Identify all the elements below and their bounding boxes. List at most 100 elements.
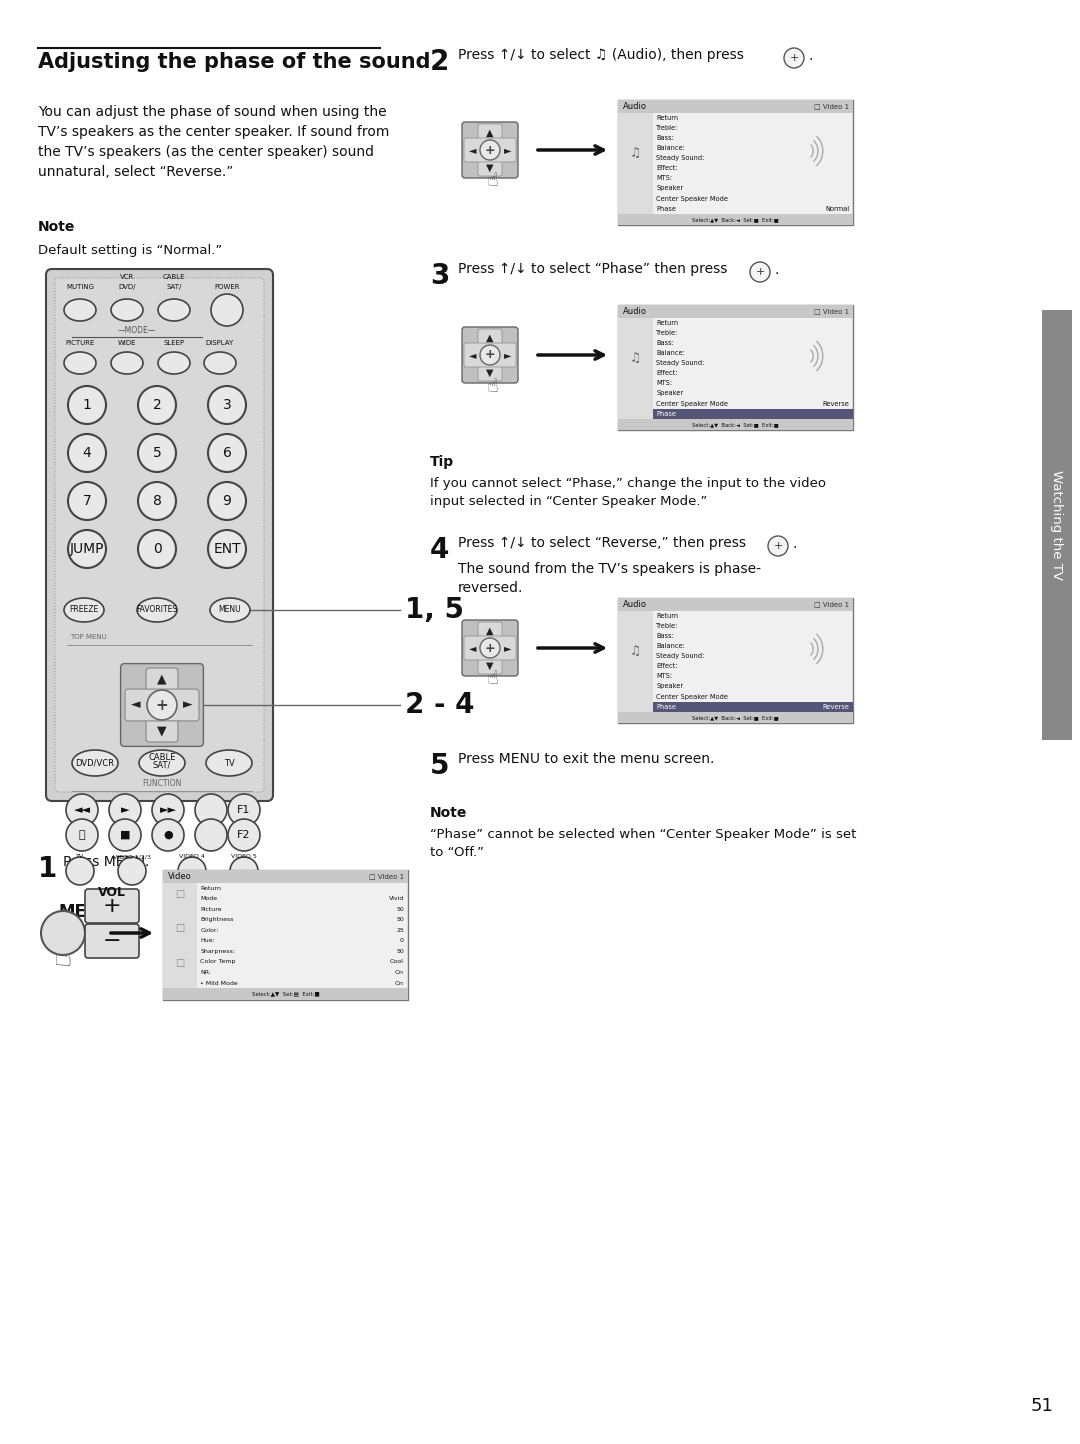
Text: Vivid: Vivid — [389, 897, 404, 901]
Circle shape — [109, 794, 141, 826]
Bar — [618, 318, 653, 419]
Text: Return: Return — [657, 319, 678, 325]
Text: +: + — [485, 143, 496, 156]
Text: 0: 0 — [400, 939, 404, 943]
Text: MENU: MENU — [218, 605, 241, 615]
Bar — [618, 419, 853, 430]
Ellipse shape — [111, 299, 143, 321]
Circle shape — [768, 536, 788, 556]
Text: Center Speaker Mode: Center Speaker Mode — [657, 693, 728, 699]
Text: • Mild Mode: • Mild Mode — [200, 980, 238, 986]
Text: 7: 7 — [83, 494, 92, 508]
Text: Steady Sound:: Steady Sound: — [657, 155, 704, 162]
Text: F1: F1 — [238, 804, 251, 814]
Text: +: + — [773, 542, 783, 552]
Text: 25: 25 — [396, 928, 404, 933]
Text: 2: 2 — [152, 399, 161, 412]
Text: ▼: ▼ — [486, 368, 494, 377]
Text: Balance:: Balance: — [657, 349, 685, 355]
Text: 50: 50 — [396, 949, 404, 954]
FancyBboxPatch shape — [146, 669, 178, 742]
Text: .: . — [774, 263, 779, 277]
Text: 51: 51 — [1030, 1396, 1053, 1415]
Text: ▲: ▲ — [486, 332, 494, 342]
Text: The sound from the TV’s speakers is phase-
reversed.: The sound from the TV’s speakers is phas… — [458, 562, 761, 595]
Text: .: . — [808, 49, 812, 64]
Text: □ Video 1: □ Video 1 — [814, 308, 849, 315]
Text: ►: ► — [183, 699, 192, 712]
Text: ⏸: ⏸ — [79, 830, 85, 840]
Circle shape — [228, 819, 260, 851]
Text: Return: Return — [657, 114, 678, 120]
Circle shape — [138, 386, 176, 425]
Text: SAT/: SAT/ — [166, 284, 181, 290]
Bar — [163, 869, 408, 1001]
Bar — [618, 113, 653, 214]
Circle shape — [480, 345, 500, 365]
Circle shape — [195, 819, 227, 851]
Text: MTS:: MTS: — [657, 175, 673, 182]
Bar — [163, 882, 198, 988]
Text: Select:▲▼  Back:◄  Set:■  Exit:■: Select:▲▼ Back:◄ Set:■ Exit:■ — [692, 715, 779, 721]
Text: F2: F2 — [238, 830, 251, 840]
Text: 9: 9 — [222, 494, 231, 508]
Circle shape — [68, 386, 106, 425]
Text: Effect:: Effect: — [657, 165, 678, 172]
Text: You can adjust the phase of sound when using the
TV’s speakers as the center spe: You can adjust the phase of sound when u… — [38, 105, 390, 179]
Circle shape — [138, 482, 176, 520]
Circle shape — [68, 482, 106, 520]
Text: 50: 50 — [396, 917, 404, 923]
Ellipse shape — [64, 598, 104, 622]
Text: ●: ● — [163, 830, 173, 840]
Text: Phase: Phase — [657, 205, 676, 212]
Text: Center Speaker Mode: Center Speaker Mode — [657, 400, 728, 407]
Text: MENU: MENU — [58, 902, 113, 921]
FancyBboxPatch shape — [462, 619, 518, 676]
Text: Brightness: Brightness — [200, 917, 233, 923]
Text: Treble:: Treble: — [657, 622, 678, 628]
Circle shape — [211, 295, 243, 326]
Text: ♫: ♫ — [630, 644, 642, 657]
FancyBboxPatch shape — [464, 635, 516, 660]
Text: Speaker: Speaker — [657, 683, 684, 689]
Text: Reverse: Reverse — [822, 703, 849, 709]
Ellipse shape — [204, 352, 237, 374]
Text: ☝: ☝ — [487, 172, 499, 191]
FancyBboxPatch shape — [462, 326, 518, 383]
Text: Normal: Normal — [825, 205, 849, 212]
Text: Phase: Phase — [657, 410, 676, 417]
Text: Tip: Tip — [430, 455, 454, 469]
Circle shape — [195, 794, 227, 826]
Bar — [618, 214, 853, 225]
Text: 4: 4 — [430, 536, 449, 565]
Text: Select:▲▼  Set:▤  Exit:■: Select:▲▼ Set:▤ Exit:■ — [252, 992, 320, 996]
Text: JUMP: JUMP — [70, 542, 105, 556]
Text: WIDE: WIDE — [118, 339, 136, 347]
Bar — [618, 598, 853, 611]
Text: On: On — [395, 980, 404, 986]
Text: TOP MENU: TOP MENU — [70, 634, 107, 640]
Text: DISPLAY: DISPLAY — [206, 339, 234, 347]
Text: Bass:: Bass: — [657, 134, 674, 142]
Text: “Phase” cannot be selected when “Center Speaker Mode” is set
to “Off.”: “Phase” cannot be selected when “Center … — [430, 827, 856, 859]
Text: Color Temp: Color Temp — [200, 959, 235, 965]
Text: VIDEO 4: VIDEO 4 — [179, 855, 205, 859]
Bar — [653, 702, 853, 712]
Text: Press ↑/↓ to select “Reverse,” then press: Press ↑/↓ to select “Reverse,” then pres… — [458, 536, 746, 550]
Text: ▼: ▼ — [486, 660, 494, 670]
Text: Watching the TV: Watching the TV — [1051, 469, 1064, 580]
FancyBboxPatch shape — [85, 890, 139, 923]
Circle shape — [230, 856, 258, 885]
Bar — [618, 100, 853, 113]
Text: 3: 3 — [222, 399, 231, 412]
Circle shape — [68, 435, 106, 472]
Text: MTS:: MTS: — [657, 380, 673, 387]
Text: +: + — [103, 895, 121, 915]
Text: Hue:: Hue: — [200, 939, 215, 943]
Bar — [163, 869, 408, 882]
Text: −: − — [205, 931, 225, 952]
FancyBboxPatch shape — [464, 139, 516, 162]
Text: ☝: ☝ — [487, 377, 499, 396]
Text: 50: 50 — [396, 907, 404, 911]
Text: ♫: ♫ — [630, 146, 642, 159]
